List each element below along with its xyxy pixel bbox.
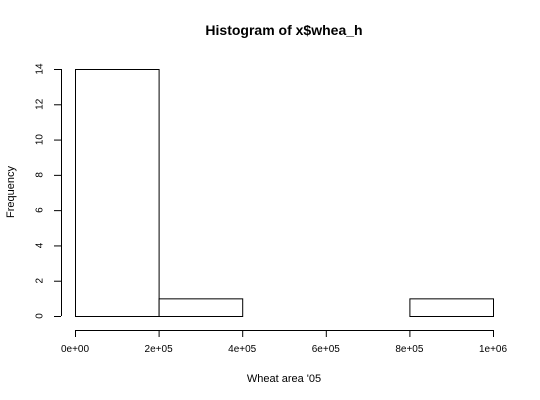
x-tick-label: 2e+05 [145, 344, 174, 355]
histogram-bar-1 [158, 298, 244, 318]
y-tick-label: 8 [35, 172, 46, 178]
histogram-bar-4 [409, 298, 494, 318]
y-tick-label: 6 [35, 207, 46, 213]
y-axis: 0 2 4 6 8 10 12 14 [35, 63, 62, 319]
y-tick-label: 4 [35, 242, 46, 248]
x-tick-label: 0e+00 [61, 344, 90, 355]
y-tick-label: 0 [35, 313, 46, 319]
y-tick-label: 14 [35, 63, 46, 75]
y-tick-label: 12 [35, 98, 46, 110]
y-axis-label: Frequency [5, 166, 17, 218]
y-tick-label: 2 [35, 277, 46, 283]
bars-group [75, 69, 494, 318]
x-tick-label: 6e+05 [312, 344, 341, 355]
x-tick-label: 4e+05 [228, 344, 257, 355]
x-axis-label: Wheat area '05 [247, 373, 321, 385]
x-tick-label: 1e+06 [479, 344, 508, 355]
y-tick-label: 10 [35, 134, 46, 146]
chart-title: Histogram of x$whea_h [205, 22, 362, 38]
x-axis: 0e+00 2e+05 4e+05 6e+05 8e+05 1e+06 [61, 330, 508, 355]
x-tick-label: 8e+05 [395, 344, 424, 355]
histogram-bar-0 [75, 69, 160, 317]
